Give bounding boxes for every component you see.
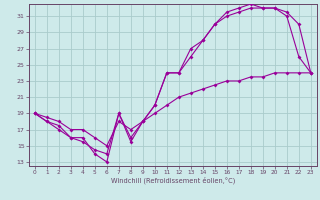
- X-axis label: Windchill (Refroidissement éolien,°C): Windchill (Refroidissement éolien,°C): [111, 177, 235, 184]
